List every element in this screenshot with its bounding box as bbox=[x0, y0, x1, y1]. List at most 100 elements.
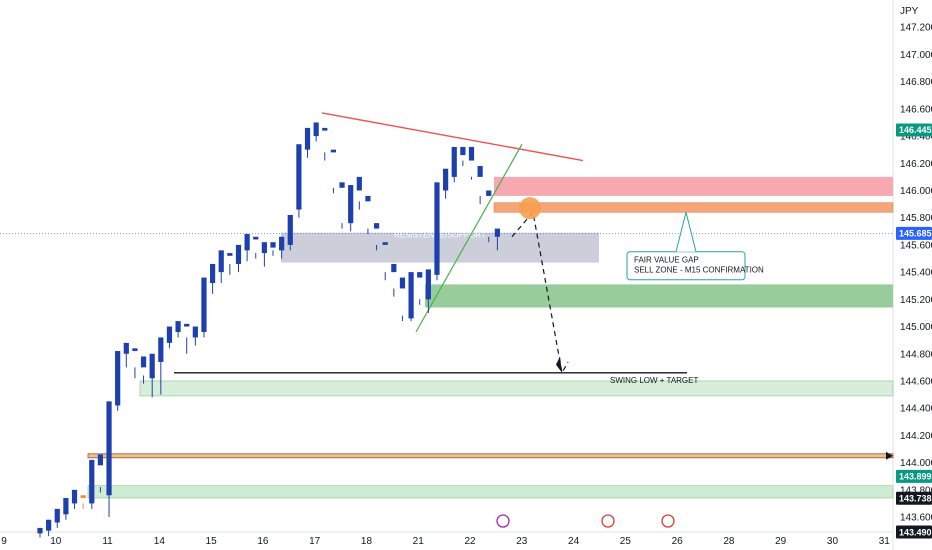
last-price-tag: 146.445 bbox=[899, 125, 932, 135]
candle-body bbox=[494, 228, 500, 237]
candle-body bbox=[443, 168, 449, 191]
candle-body bbox=[391, 263, 397, 273]
date-tick-label: 14 bbox=[154, 536, 166, 547]
candle-body bbox=[330, 149, 337, 153]
candle-body bbox=[140, 356, 147, 368]
price-tick-label: 144.600 bbox=[900, 376, 932, 387]
candle-body bbox=[417, 272, 423, 278]
candle bbox=[158, 337, 164, 395]
candle-body bbox=[218, 250, 224, 273]
candle-body bbox=[451, 146, 457, 177]
price-tick-label: 144.800 bbox=[900, 349, 932, 360]
date-axis: 9 10 11 14 15 16 17 18 21 22 23 24 25 26 28 29 30 31 bbox=[1, 536, 890, 547]
candle-body bbox=[166, 326, 173, 343]
level-tag-1: 143.899 bbox=[899, 472, 932, 482]
current-price-tag: 145.685 bbox=[899, 229, 932, 239]
candle bbox=[115, 351, 121, 411]
candle bbox=[253, 236, 259, 259]
event-icon-us-flag bbox=[661, 514, 675, 528]
price-tick-label: 146.800 bbox=[900, 77, 932, 88]
candle-body bbox=[313, 122, 319, 137]
candle bbox=[486, 190, 492, 243]
candle-body bbox=[253, 236, 259, 240]
candle-body bbox=[201, 277, 207, 332]
candle bbox=[339, 182, 345, 229]
event-icon-flash bbox=[496, 514, 510, 528]
candle bbox=[373, 223, 380, 251]
date-tick-label: 28 bbox=[723, 536, 735, 547]
candle-body bbox=[425, 269, 431, 300]
candle bbox=[313, 122, 319, 142]
candle bbox=[46, 519, 52, 537]
date-tick-label: 11 bbox=[102, 536, 113, 547]
date-tick-label: 17 bbox=[309, 536, 321, 547]
candle-body bbox=[80, 495, 86, 498]
candle-body bbox=[460, 146, 466, 156]
candle bbox=[37, 527, 43, 538]
candle bbox=[106, 401, 112, 518]
event-icon-us-flag bbox=[601, 514, 615, 528]
swing-low-label: SWING LOW + TARGET bbox=[610, 376, 698, 385]
trend-lines: SWING LOW + TARGET bbox=[0, 112, 894, 460]
candle bbox=[365, 195, 371, 235]
date-tick-label: 18 bbox=[361, 536, 373, 547]
candle bbox=[434, 182, 440, 281]
last-price-tag-bg bbox=[896, 123, 932, 137]
price-tick-label: 144.200 bbox=[900, 431, 932, 442]
candle bbox=[123, 342, 129, 368]
candle bbox=[184, 323, 190, 354]
price-tick-label: 147.000 bbox=[900, 50, 932, 61]
candle-body bbox=[210, 263, 216, 284]
candle-body bbox=[132, 348, 138, 352]
candle bbox=[356, 176, 362, 210]
candle-body bbox=[261, 242, 267, 254]
candle-body bbox=[71, 489, 78, 504]
candle-body bbox=[63, 497, 69, 515]
key-level-arrow bbox=[886, 451, 893, 460]
price-tick-label: 145.000 bbox=[900, 322, 932, 333]
lower-demand-zone-zone-rect bbox=[87, 485, 894, 499]
price-tick-label: 145.400 bbox=[900, 268, 932, 279]
candle-body bbox=[382, 242, 388, 245]
candle-body bbox=[227, 253, 233, 256]
price-tick-label: 146.200 bbox=[900, 159, 932, 170]
candle-body bbox=[175, 321, 181, 332]
fvg-callout-line1: FAIR VALUE GAP bbox=[634, 256, 699, 265]
price-tick-label: 146.000 bbox=[900, 186, 932, 197]
entry-marker bbox=[519, 197, 541, 220]
candle bbox=[71, 489, 78, 509]
date-tick-label: 31 bbox=[879, 536, 891, 547]
candle bbox=[322, 127, 328, 161]
key-level-line bbox=[87, 453, 894, 459]
fvg-callout-pointer bbox=[675, 212, 697, 252]
candle-body bbox=[279, 236, 285, 251]
candle bbox=[460, 146, 466, 166]
candle bbox=[399, 277, 406, 322]
candle-body bbox=[434, 182, 440, 275]
swing-low-zone-zone-rect bbox=[139, 380, 894, 397]
candle bbox=[425, 269, 431, 313]
level-tag-3: 143.490 bbox=[899, 527, 932, 537]
candle bbox=[477, 165, 483, 205]
candle bbox=[235, 244, 242, 273]
candle-body bbox=[123, 342, 129, 354]
price-axis: JPY147.200147.000146.800146.600146.40014… bbox=[896, 6, 932, 539]
price-tick-label: 146.400 bbox=[900, 132, 932, 143]
sell-zone-upper-zone-rect bbox=[494, 176, 893, 196]
candle bbox=[89, 459, 95, 509]
price-tick-label: 143.800 bbox=[900, 485, 932, 496]
price-tick-label: 143.600 bbox=[900, 513, 932, 524]
candle-body bbox=[149, 353, 155, 379]
candle bbox=[166, 326, 173, 349]
candle-body bbox=[287, 214, 293, 245]
candle bbox=[468, 146, 475, 180]
support-trendline bbox=[415, 143, 523, 333]
candle-body bbox=[89, 459, 95, 504]
resistance-trendline bbox=[321, 112, 584, 162]
candle bbox=[330, 149, 337, 194]
fvg-callout-line2: SELL ZONE - M15 CONFIRMATION bbox=[634, 266, 764, 275]
candle-body bbox=[486, 190, 492, 196]
candle-body bbox=[158, 337, 164, 362]
candle-body bbox=[192, 326, 198, 338]
